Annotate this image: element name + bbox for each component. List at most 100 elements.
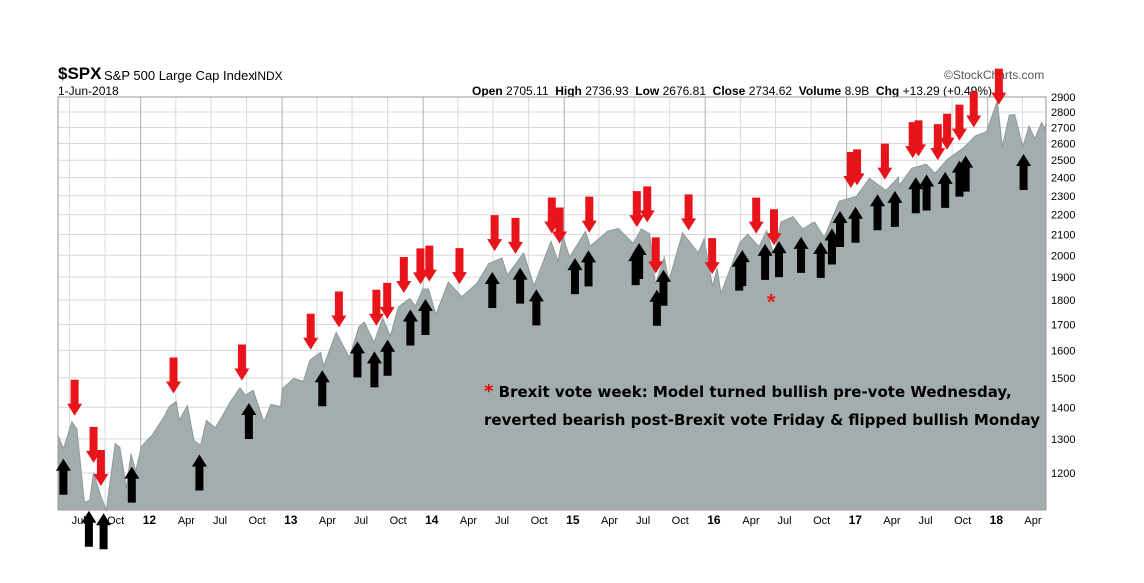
y-tick-label: 2900 (1051, 92, 1075, 104)
bullish-arrow-icon (581, 250, 597, 287)
y-tick-label: 1200 (1051, 468, 1075, 480)
bearish-arrow-icon (166, 357, 182, 394)
x-tick-label: Jul (213, 515, 227, 527)
bullish-arrow-icon (528, 289, 544, 326)
y-tick-label: 2500 (1051, 155, 1075, 167)
bearish-arrow-icon (766, 209, 782, 246)
bearish-arrow-icon (67, 379, 83, 416)
y-tick-label: 2600 (1051, 139, 1075, 151)
x-tick-label: Jul (919, 515, 933, 527)
y-tick-label: 1600 (1051, 345, 1075, 357)
signal-arrows: * (55, 68, 1032, 550)
bearish-arrow-icon (451, 248, 467, 285)
bearish-arrow-icon (910, 120, 926, 157)
x-tick-label: Apr (601, 515, 618, 527)
bearish-arrow-icon (629, 191, 645, 228)
brexit-star-marker: * (767, 289, 776, 314)
bearish-arrow-icon (681, 194, 697, 231)
chart-date: 1-Jun-2018 (58, 84, 119, 98)
annotation-line-1: Brexit vote week: Model turned bullish p… (498, 383, 1012, 401)
bearish-arrow-icon (951, 104, 967, 141)
x-tick-label: 12 (143, 513, 157, 527)
low-value: 2676.81 (662, 84, 706, 98)
x-tick-label: Oct (531, 515, 548, 527)
bearish-arrow-icon (930, 124, 946, 161)
x-tick-label: 17 (849, 513, 863, 527)
x-tick-label: Apr (1024, 515, 1041, 527)
x-tick-label: Apr (883, 515, 900, 527)
bearish-arrow-icon (303, 313, 319, 350)
bearish-arrow-icon (379, 282, 395, 319)
bullish-arrow-icon (655, 269, 671, 306)
index-name: S&P 500 Large Cap Index (104, 68, 255, 83)
price-area (57, 100, 1047, 512)
y-tick-label: 1400 (1051, 402, 1075, 414)
brexit-annotation: * Brexit vote week: Model turned bullish… (484, 378, 1040, 434)
x-tick-label: Apr (178, 515, 195, 527)
bullish-arrow-icon (349, 341, 365, 378)
chg-value: +13.29 (+0.49%) (902, 84, 992, 98)
volume-value: 8.9B (844, 84, 870, 98)
y-axis-ticks: 1200 1300 1400 1500 1600 1700 1800 1900 2000 2100… (1051, 92, 1075, 480)
bearish-arrow-icon (939, 113, 955, 150)
price-area-path (57, 100, 1047, 512)
bullish-arrow-icon (1016, 154, 1032, 191)
bullish-arrow-icon (81, 510, 97, 547)
bullish-arrow-icon (824, 228, 840, 265)
bearish-arrow-icon (412, 248, 428, 285)
bearish-arrow-icon (966, 91, 982, 128)
y-tick-label: 2400 (1051, 173, 1075, 185)
x-tick-label: Oct (813, 515, 830, 527)
y-tick-label: 2000 (1051, 250, 1075, 262)
close-value: 2734.62 (748, 84, 793, 98)
y-tick-label: 2100 (1051, 230, 1075, 242)
bullish-arrow-icon (793, 236, 809, 273)
bearish-arrow-icon (396, 256, 412, 293)
bearish-arrow-icon (748, 197, 764, 234)
bullish-arrow-icon (191, 454, 207, 491)
y-tick-label: 2200 (1051, 210, 1075, 222)
x-tick-label: Apr (742, 515, 759, 527)
low-label: Low (635, 84, 660, 98)
bullish-arrow-icon (848, 206, 864, 243)
x-tick-label: Jul (354, 515, 368, 527)
bullish-arrow-icon (417, 298, 433, 335)
y-tick-label: 1300 (1051, 434, 1075, 446)
x-axis-ticks: Jul Oct 12 Apr Jul Oct 13 Apr Jul Oct 14 Apr Jul Oct 1… (72, 513, 1042, 527)
x-tick-label: Apr (460, 515, 477, 527)
index-type: INDX (254, 69, 283, 83)
bullish-arrow-icon (241, 402, 257, 439)
x-tick-label: 15 (566, 513, 580, 527)
annotation-star: * (484, 381, 494, 402)
chg-label: Chg (875, 84, 900, 98)
x-tick-label: Oct (107, 515, 124, 527)
bearish-arrow-icon (368, 289, 384, 326)
x-tick-label: Jul (778, 515, 792, 527)
high-label: High (555, 84, 582, 98)
bullish-arrow-icon (366, 351, 382, 388)
bearish-arrow-icon (991, 68, 1007, 105)
x-tick-label: 18 (990, 513, 1004, 527)
open-value: 2705.11 (506, 84, 549, 98)
bullish-arrow-icon (567, 258, 583, 295)
bullish-arrow-icon (771, 241, 787, 278)
bullish-arrow-icon (96, 513, 112, 550)
volume-label: Volume (798, 84, 842, 98)
bullish-arrow-icon (958, 155, 974, 192)
bearish-arrow-icon (648, 237, 664, 274)
bearish-arrow-icon (639, 186, 655, 223)
bearish-arrow-icon (93, 450, 109, 487)
bearish-arrow-icon (552, 207, 568, 244)
bullish-arrow-icon (631, 242, 647, 279)
x-tick-label: Jul (495, 515, 509, 527)
x-tick-label: Oct (672, 515, 689, 527)
annotation-line-2: reverted bearish post-Brexit vote Friday… (484, 411, 1041, 429)
ohlc-stats: Open 2705.11 High 2736.93 Low 2676.81 Cl… (472, 84, 1004, 98)
y-tick-label: 2800 (1051, 107, 1075, 119)
bearish-arrow-icon (421, 245, 437, 282)
y-tick-label: 1900 (1051, 272, 1075, 284)
x-tick-label: Jul (636, 515, 650, 527)
bullish-arrow-icon (757, 243, 773, 280)
x-tick-label: 13 (284, 513, 298, 527)
